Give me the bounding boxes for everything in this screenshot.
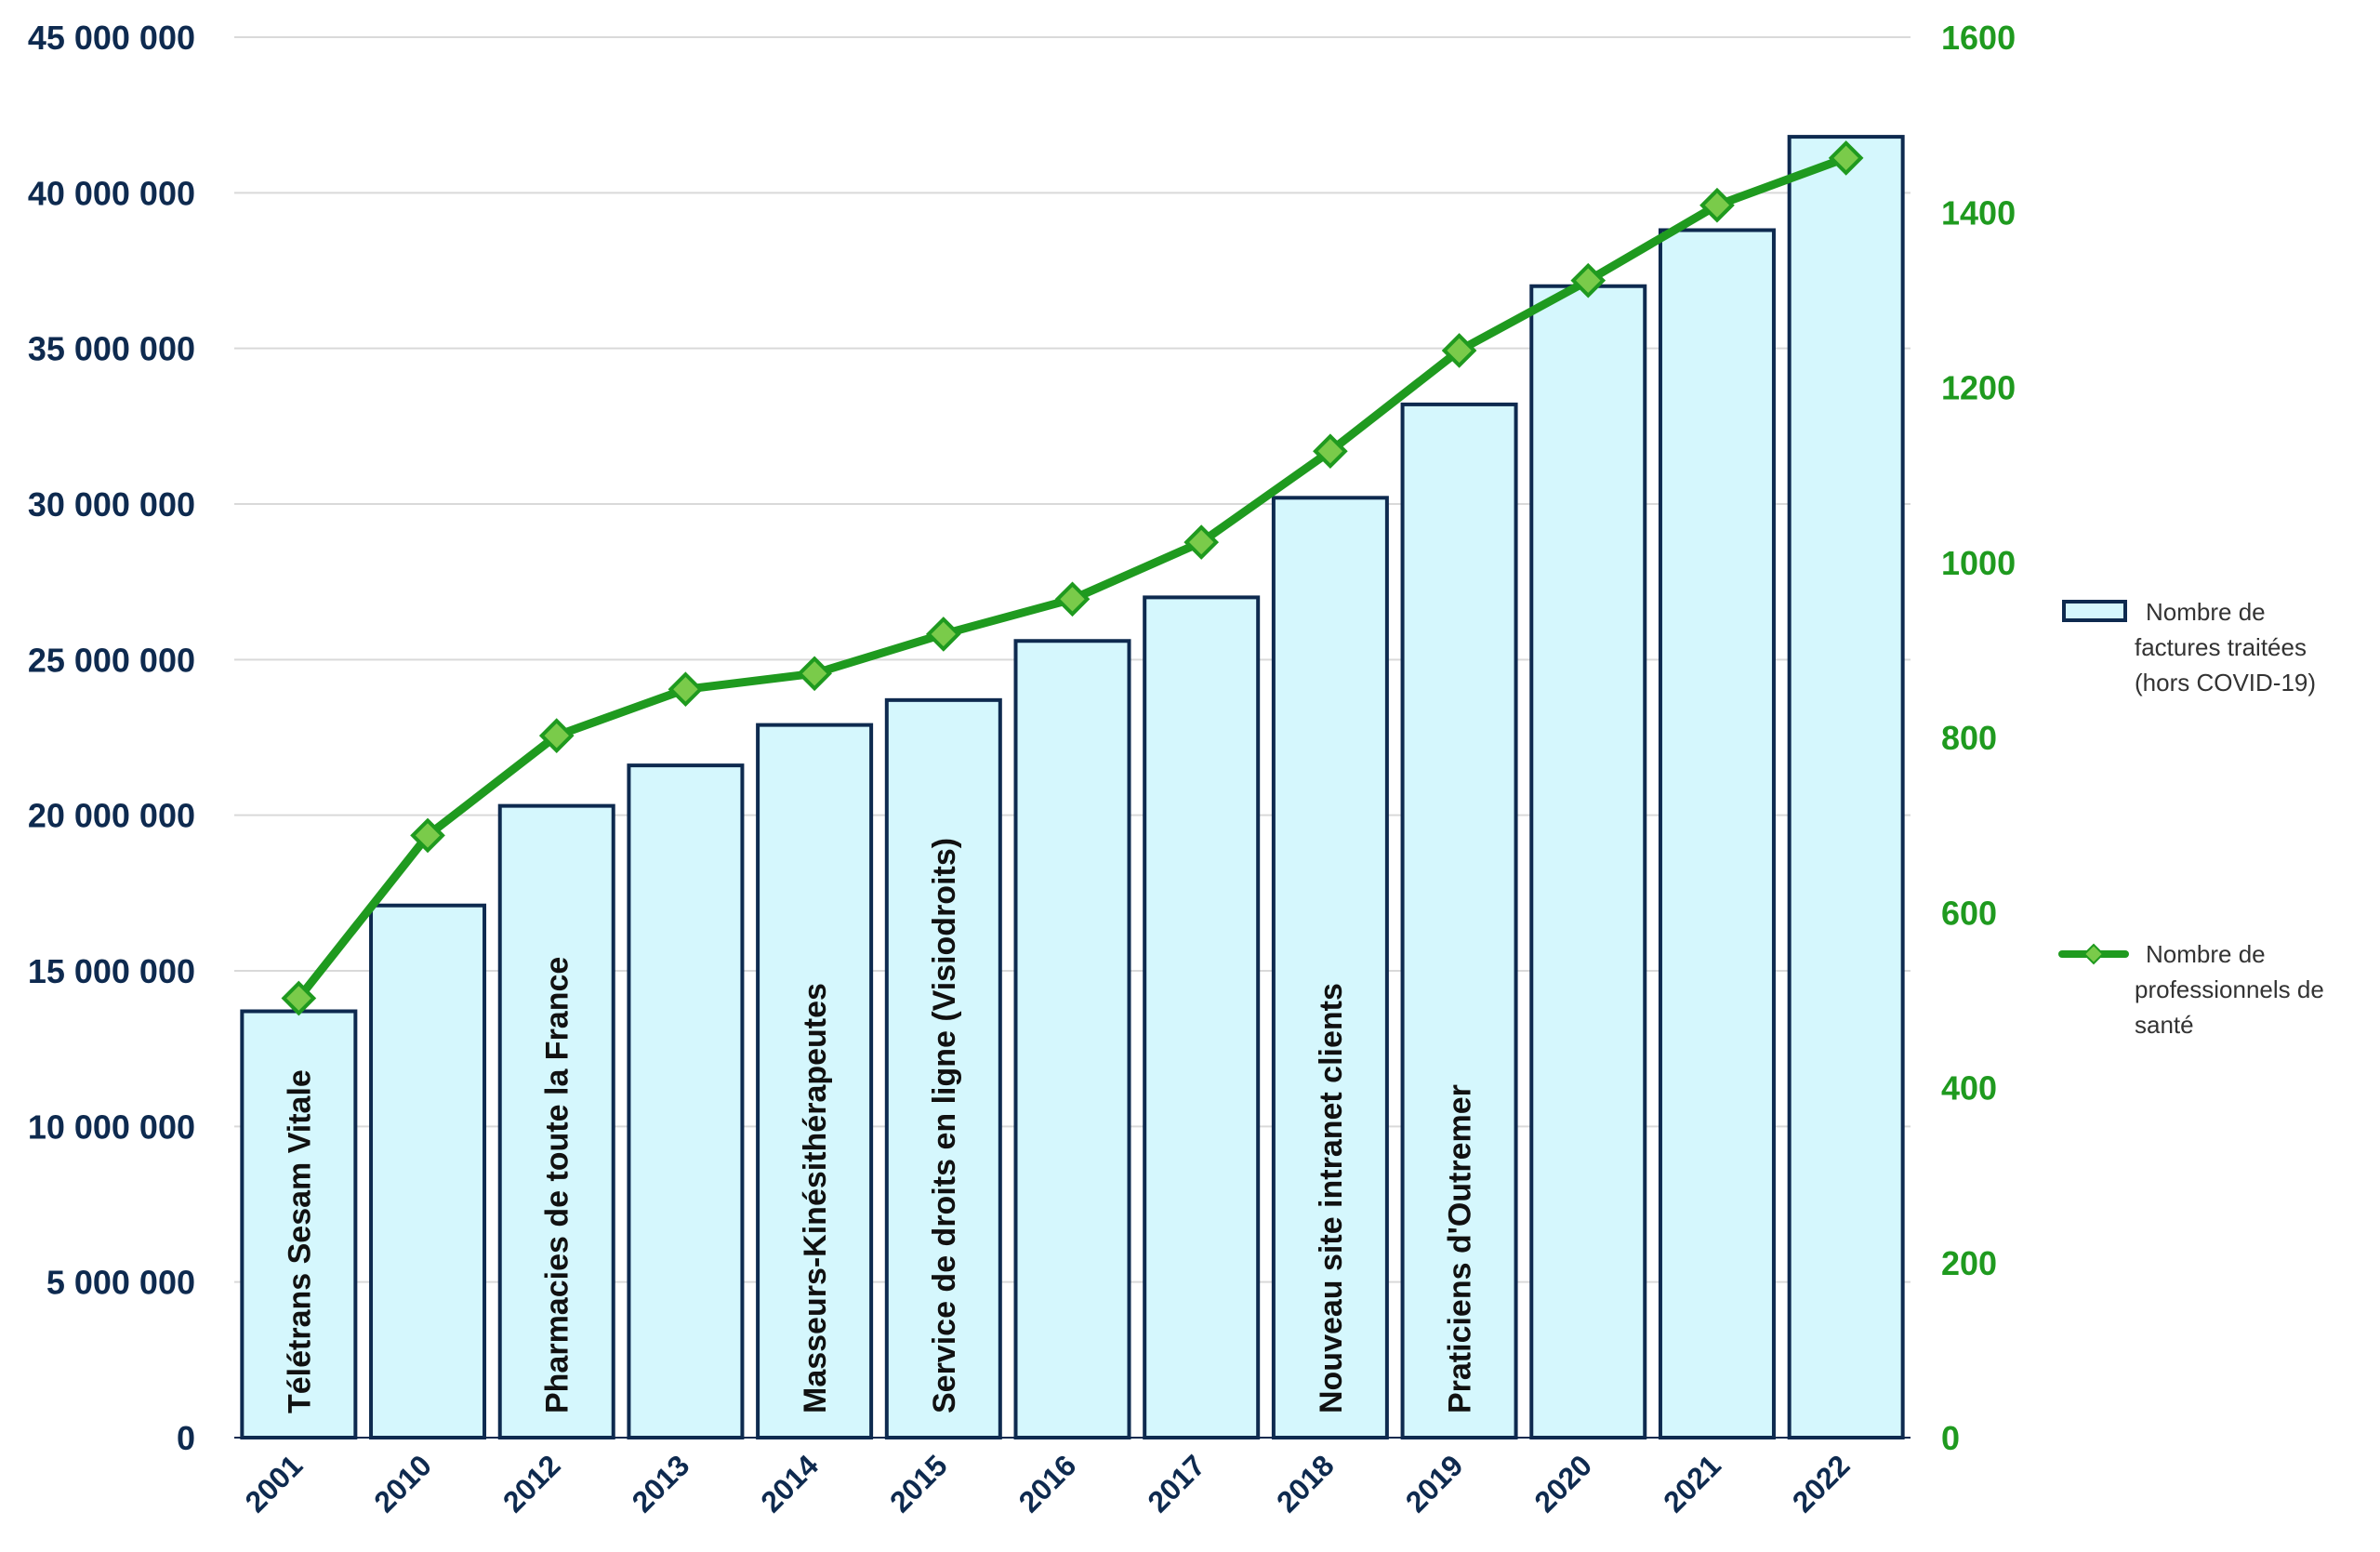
y-left-tick-label: 10 000 000 — [28, 1108, 195, 1146]
bar-annotation: Service de droits en ligne (Visiodroits) — [927, 838, 962, 1413]
legend-label: Nombre de — [2146, 940, 2266, 968]
y-left-tick-label: 40 000 000 — [28, 174, 195, 212]
legend-label: factures traitées — [2135, 633, 2307, 661]
y-left-tick-label: 20 000 000 — [28, 797, 195, 835]
x-tick-label: 2022 — [1786, 1448, 1857, 1519]
line-marker — [538, 718, 575, 753]
y-right-tick-label: 1000 — [1941, 544, 2016, 582]
bar — [1400, 402, 1518, 1440]
y-left-tick-label: 0 — [177, 1419, 195, 1457]
legend-label: (hors COVID-19) — [2135, 669, 2316, 696]
y-left-tick-label: 25 000 000 — [28, 641, 195, 679]
x-tick-label: 2015 — [883, 1448, 954, 1519]
bar — [1787, 135, 1905, 1439]
line-marker — [925, 617, 961, 652]
y-right-tick-label: 1200 — [1941, 369, 2016, 407]
bar-annotation: Télétrans Sesam Vitale — [282, 1069, 317, 1413]
line-marker — [668, 671, 704, 708]
y-left-tick-label: 15 000 000 — [28, 952, 195, 990]
legend-marker-swatch — [2082, 943, 2105, 965]
bar — [1013, 639, 1131, 1439]
line-marker — [1570, 262, 1606, 298]
line-marker — [281, 980, 317, 1016]
x-tick-label: 2017 — [1141, 1448, 1211, 1519]
x-tick-label: 2018 — [1270, 1448, 1341, 1519]
line-marker — [1183, 524, 1220, 560]
line-marker — [1313, 433, 1348, 470]
legend-label: santé — [2135, 1011, 2194, 1039]
bar-annotation: Masseurs-Kinésithérapeutes — [798, 983, 833, 1413]
y-right-tick-label: 600 — [1941, 894, 1997, 932]
legend-label: Nombre de — [2146, 598, 2266, 626]
x-tick-label: 2016 — [1012, 1448, 1083, 1519]
bar — [240, 1009, 358, 1440]
bar — [1658, 228, 1776, 1440]
bar — [627, 763, 745, 1439]
line-marker — [1828, 140, 1864, 176]
x-tick-label: 2014 — [754, 1448, 825, 1519]
bar-annotation: Pharmacies de toute la France — [540, 957, 575, 1413]
y-right-tick-label: 400 — [1941, 1069, 1997, 1108]
y-right-tick-label: 800 — [1941, 719, 1997, 757]
x-tick-label: 2013 — [626, 1448, 696, 1519]
bar-annotation: Nouveau site intranet clients — [1314, 983, 1349, 1413]
line-marker — [1054, 581, 1091, 617]
x-tick-label: 2019 — [1399, 1448, 1470, 1519]
y-right-tick-label: 1400 — [1941, 193, 2016, 232]
x-tick-label: 2020 — [1527, 1448, 1598, 1519]
y-right-tick-label: 1600 — [1941, 19, 2016, 57]
bar — [1529, 284, 1647, 1440]
line-marker — [1699, 187, 1735, 223]
y-right-tick-label: 0 — [1941, 1419, 1960, 1457]
x-tick-label: 2010 — [367, 1448, 438, 1519]
bar — [369, 903, 487, 1439]
legend-bar-swatch — [2062, 600, 2127, 622]
line-marker — [410, 817, 445, 854]
bar-annotation: Praticiens d'Outremer — [1443, 1084, 1478, 1413]
line-marker — [797, 656, 832, 692]
y-left-tick-label: 35 000 000 — [28, 330, 195, 368]
y-left-tick-label: 45 000 000 — [28, 19, 195, 57]
x-tick-label: 2001 — [239, 1448, 310, 1519]
x-tick-label: 2012 — [496, 1448, 567, 1519]
legend-label: professionnels de — [2135, 975, 2324, 1003]
y-right-tick-label: 200 — [1941, 1244, 1997, 1282]
y-left-tick-label: 5 000 000 — [46, 1264, 195, 1302]
line-marker — [1441, 333, 1477, 368]
x-tick-label: 2021 — [1657, 1448, 1727, 1519]
y-left-tick-label: 30 000 000 — [28, 485, 195, 524]
bar — [1143, 595, 1261, 1439]
